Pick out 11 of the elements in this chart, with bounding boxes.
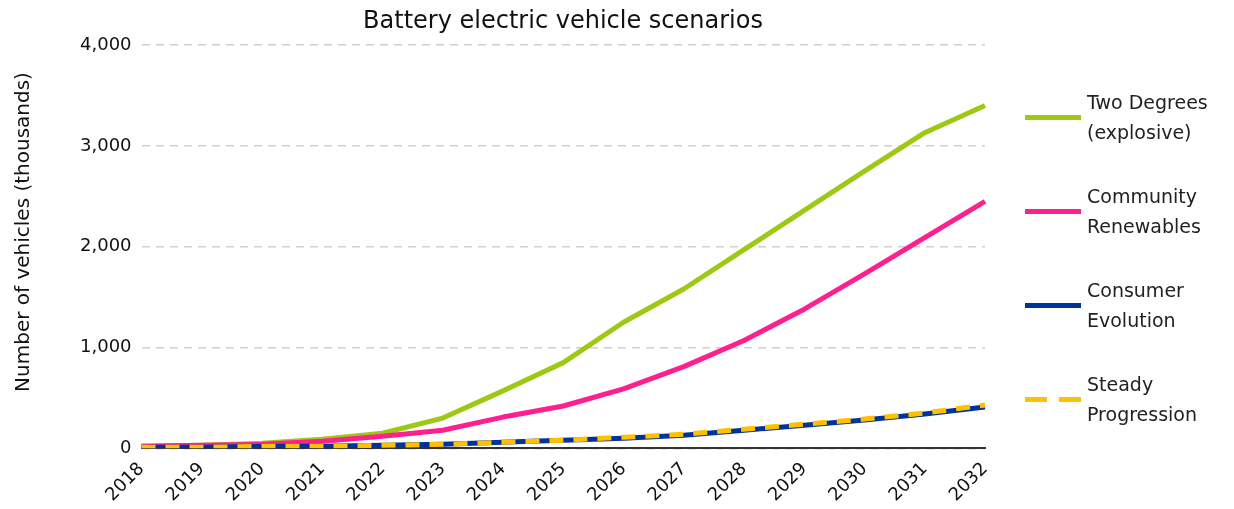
y-axis-title: Number of vehicles (thousands) bbox=[10, 71, 34, 394]
legend-label: Consumer Evolution bbox=[1087, 278, 1185, 333]
legend-label: Two Degrees (explosive) bbox=[1087, 90, 1209, 145]
legend-label: Steady Progression bbox=[1087, 372, 1199, 427]
legend-label: Community Renewables bbox=[1087, 184, 1202, 239]
y-tick-label: 4,000 bbox=[80, 32, 132, 54]
y-tick-label: 2,000 bbox=[80, 234, 132, 256]
chart-title: Battery electric vehicle scenarios bbox=[362, 6, 764, 34]
y-tick-label: 0 bbox=[120, 436, 132, 458]
y-tick-label: 3,000 bbox=[80, 133, 132, 155]
y-tick-label: 1,000 bbox=[80, 335, 132, 357]
